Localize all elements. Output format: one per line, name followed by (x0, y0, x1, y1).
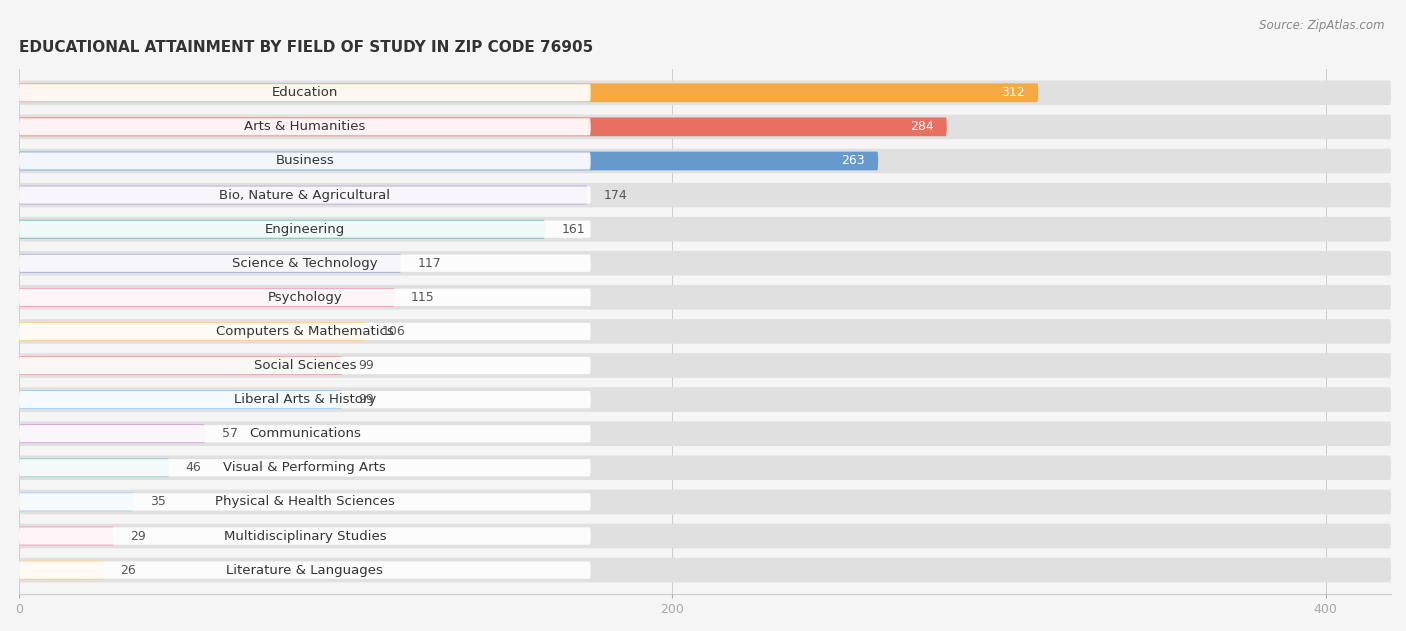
FancyBboxPatch shape (20, 459, 169, 477)
FancyBboxPatch shape (20, 524, 1391, 548)
FancyBboxPatch shape (20, 322, 366, 341)
Text: 263: 263 (841, 155, 865, 167)
FancyBboxPatch shape (20, 357, 591, 374)
Text: 115: 115 (411, 291, 434, 304)
FancyBboxPatch shape (20, 151, 879, 170)
FancyBboxPatch shape (20, 353, 1391, 378)
FancyBboxPatch shape (20, 459, 591, 476)
FancyBboxPatch shape (20, 81, 1391, 105)
Text: EDUCATIONAL ATTAINMENT BY FIELD OF STUDY IN ZIP CODE 76905: EDUCATIONAL ATTAINMENT BY FIELD OF STUDY… (20, 40, 593, 56)
FancyBboxPatch shape (20, 422, 1391, 446)
Text: Literature & Languages: Literature & Languages (226, 563, 384, 577)
FancyBboxPatch shape (20, 217, 1391, 242)
FancyBboxPatch shape (20, 152, 591, 170)
Text: Bio, Nature & Agricultural: Bio, Nature & Agricultural (219, 189, 391, 201)
Text: 312: 312 (1001, 86, 1025, 99)
FancyBboxPatch shape (20, 255, 591, 272)
Text: Social Sciences: Social Sciences (253, 359, 356, 372)
Text: Computers & Mathematics: Computers & Mathematics (217, 325, 394, 338)
Text: Engineering: Engineering (264, 223, 344, 235)
FancyBboxPatch shape (20, 456, 1391, 480)
FancyBboxPatch shape (20, 323, 591, 340)
FancyBboxPatch shape (20, 425, 205, 443)
Text: Arts & Humanities: Arts & Humanities (245, 121, 366, 133)
FancyBboxPatch shape (20, 285, 1391, 310)
FancyBboxPatch shape (20, 251, 1391, 276)
FancyBboxPatch shape (20, 390, 343, 409)
Text: Education: Education (271, 86, 337, 99)
Text: 99: 99 (359, 393, 374, 406)
FancyBboxPatch shape (20, 387, 1391, 412)
Text: 29: 29 (131, 529, 146, 543)
FancyBboxPatch shape (20, 561, 104, 579)
Text: Communications: Communications (249, 427, 361, 440)
Text: Science & Technology: Science & Technology (232, 257, 378, 269)
FancyBboxPatch shape (20, 289, 591, 306)
FancyBboxPatch shape (20, 562, 591, 579)
Text: 161: 161 (561, 223, 585, 235)
FancyBboxPatch shape (20, 118, 591, 136)
Text: 26: 26 (121, 563, 136, 577)
FancyBboxPatch shape (20, 288, 395, 307)
Text: Multidisciplinary Studies: Multidisciplinary Studies (224, 529, 387, 543)
FancyBboxPatch shape (20, 319, 1391, 344)
FancyBboxPatch shape (20, 493, 591, 510)
FancyBboxPatch shape (20, 493, 134, 511)
FancyBboxPatch shape (20, 490, 1391, 514)
Text: Liberal Arts & History: Liberal Arts & History (233, 393, 375, 406)
FancyBboxPatch shape (20, 528, 591, 545)
FancyBboxPatch shape (20, 220, 546, 239)
FancyBboxPatch shape (20, 425, 591, 442)
Text: 174: 174 (603, 189, 627, 201)
FancyBboxPatch shape (20, 186, 591, 204)
Text: Source: ZipAtlas.com: Source: ZipAtlas.com (1260, 19, 1385, 32)
FancyBboxPatch shape (20, 83, 1038, 102)
Text: Physical & Health Sciences: Physical & Health Sciences (215, 495, 395, 509)
FancyBboxPatch shape (20, 183, 1391, 208)
FancyBboxPatch shape (20, 117, 946, 136)
Text: Visual & Performing Arts: Visual & Performing Arts (224, 461, 387, 475)
FancyBboxPatch shape (20, 115, 1391, 139)
Text: 117: 117 (418, 257, 441, 269)
Text: 57: 57 (222, 427, 238, 440)
FancyBboxPatch shape (20, 220, 591, 238)
Text: 99: 99 (359, 359, 374, 372)
FancyBboxPatch shape (20, 558, 1391, 582)
FancyBboxPatch shape (20, 186, 588, 204)
Text: Business: Business (276, 155, 335, 167)
FancyBboxPatch shape (20, 527, 114, 545)
FancyBboxPatch shape (20, 149, 1391, 174)
Text: 35: 35 (149, 495, 166, 509)
FancyBboxPatch shape (20, 254, 401, 273)
Text: 46: 46 (186, 461, 201, 475)
Text: 284: 284 (910, 121, 934, 133)
FancyBboxPatch shape (20, 391, 591, 408)
FancyBboxPatch shape (20, 84, 591, 102)
FancyBboxPatch shape (20, 356, 343, 375)
Text: Psychology: Psychology (267, 291, 342, 304)
Text: 106: 106 (381, 325, 405, 338)
